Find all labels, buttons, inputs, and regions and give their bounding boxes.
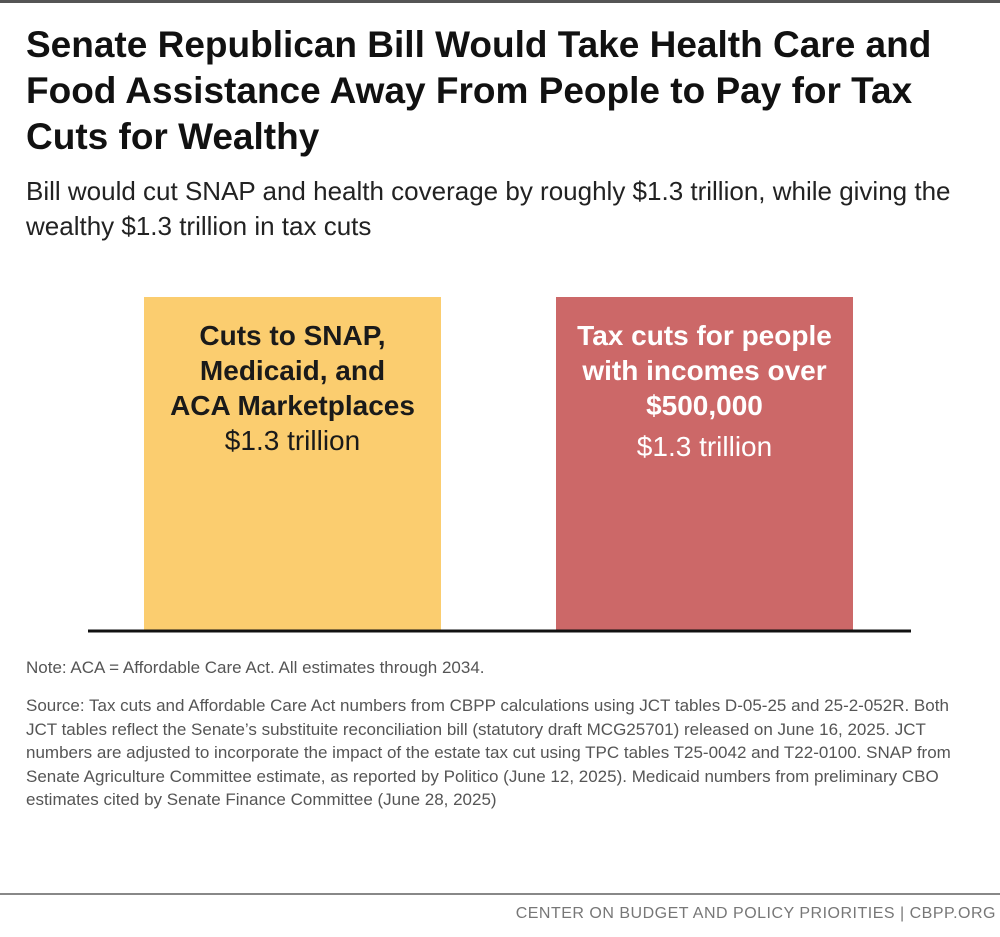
footer-credit: CENTER ON BUDGET AND POLICY PRIORITIES |… xyxy=(515,905,996,922)
bar-2-category-label-line-3: $500,000 xyxy=(646,390,763,421)
bar-1-category-label-line-3: ACA Marketplaces xyxy=(170,390,415,421)
bar-2 xyxy=(556,297,853,631)
chart-title: Senate Republican Bill Would Take Health… xyxy=(26,24,932,157)
bar-1-category-label-line-1: Cuts to SNAP, xyxy=(199,320,385,351)
bar-1-value-label: $1.3 trillion xyxy=(225,425,360,456)
top-rule xyxy=(0,0,1000,3)
chart-note: Note: ACA = Affordable Care Act. All est… xyxy=(26,658,485,677)
chart-source: Source: Tax cuts and Affordable Care Act… xyxy=(26,696,951,809)
bar-2-category-label-line-2: with incomes over xyxy=(581,355,826,386)
bar-chart: Cuts to SNAP, Medicaid, and ACA Marketplac… xyxy=(88,297,911,633)
bar-2-category-label-line-1: Tax cuts for people xyxy=(577,320,832,351)
chart-subtitle: Bill would cut SNAP and health coverage … xyxy=(26,176,951,241)
bar-1-category-label-line-2: Medicaid, and xyxy=(200,355,385,386)
bar-1 xyxy=(144,297,441,631)
bottom-rule xyxy=(0,893,1000,895)
bar-2-value-label: $1.3 trillion xyxy=(637,431,772,462)
